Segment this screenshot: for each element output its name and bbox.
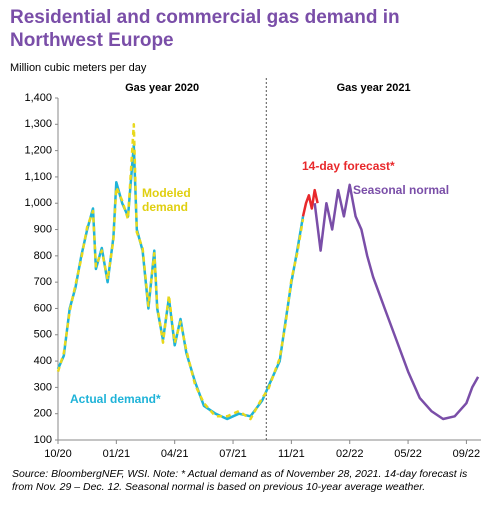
x-tick-label: 01/21	[103, 448, 131, 460]
y-axis-label: Million cubic meters per day	[10, 62, 147, 74]
y-tick-label: 600	[34, 302, 52, 314]
y-tick-label: 300	[34, 381, 52, 393]
x-tick-label: 04/21	[161, 448, 189, 460]
footnote: Source: BloombergNEF, WSI. Note: * Actua…	[12, 468, 468, 493]
y-tick-label: 500	[34, 329, 52, 341]
x-tick-label: 05/22	[394, 448, 422, 460]
series-label: Actual demand*	[70, 392, 161, 406]
y-tick-label: 100	[34, 434, 52, 446]
annotation: Gas year 2021	[337, 82, 411, 94]
series-label: Seasonal normal	[353, 183, 450, 197]
x-tick-label: 11/21	[278, 448, 305, 460]
y-tick-label: 1,200	[24, 145, 52, 157]
y-tick-label: 200	[34, 408, 52, 420]
x-tick-label: 02/22	[336, 448, 364, 460]
x-tick-label: 07/21	[219, 448, 247, 460]
y-tick-label: 1,100	[24, 171, 52, 183]
y-tick-label: 400	[34, 355, 52, 367]
chart: 100 200 300 400 500 600 700 800 900 1,000 1,100 1,2…	[24, 78, 481, 460]
y-tick-label: 1,000	[24, 197, 52, 209]
series-line	[301, 188, 319, 217]
series-line	[313, 183, 480, 421]
y-tick-label: 700	[34, 276, 52, 288]
series-label: Modeled demand	[142, 186, 191, 214]
x-tick-label: 09/22	[453, 448, 481, 460]
y-tick-label: 1,300	[24, 118, 52, 130]
annotation: Gas year 2020	[125, 82, 199, 94]
series-line	[56, 123, 305, 421]
y-tick-label: 1,400	[24, 92, 52, 104]
series-label: 14-day forecast*	[302, 159, 395, 173]
y-tick-label: 900	[34, 223, 52, 235]
y-tick-label: 800	[34, 250, 52, 262]
x-tick-label: 10/20	[44, 448, 72, 460]
chart-title: Residential and commercial gas demand in…	[10, 7, 400, 51]
